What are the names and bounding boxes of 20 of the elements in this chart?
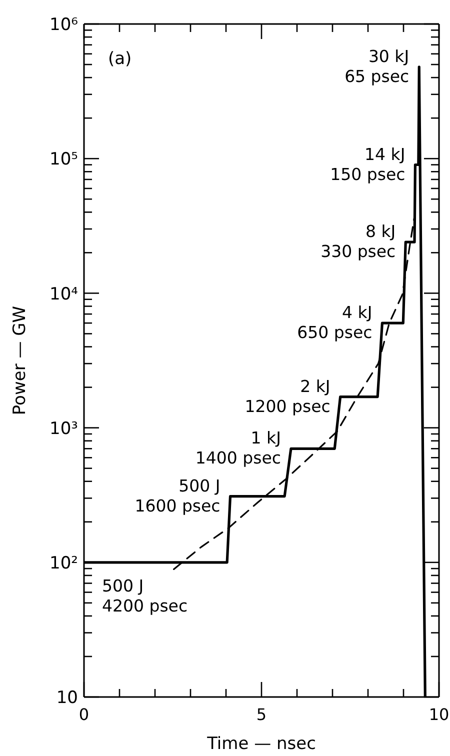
- y-axis-title: Power — GW: [10, 306, 30, 416]
- annotation: 14 kJ 150 psec: [330, 144, 406, 184]
- x-axis-title: Time — nsec: [206, 734, 316, 754]
- y-tick-label: 10⁶: [50, 15, 78, 36]
- y-tick-label: 10³: [50, 418, 78, 439]
- annotation: 8 kJ 330 psec: [320, 222, 396, 262]
- x-tick-label: 0: [78, 705, 90, 724]
- x-tick-label: 5: [256, 705, 267, 724]
- annotation: 2 kJ 1200 psec: [244, 376, 330, 416]
- annotation: 4 kJ 650 psec: [297, 303, 372, 342]
- annotation: 1 kJ 1400 psec: [195, 428, 281, 468]
- x-tick-label: 10: [428, 705, 450, 724]
- y-tick-label: 10²: [50, 554, 78, 574]
- annotation: 500 J 4200 psec: [102, 576, 188, 616]
- annotation: (a): [108, 49, 132, 69]
- annotation: 30 kJ 65 psec: [344, 46, 410, 86]
- y-tick-label: 10⁵: [50, 150, 78, 170]
- annotation: 500 J 1600 psec: [134, 476, 220, 516]
- y-tick-label: 10: [56, 688, 78, 708]
- y-tick-label: 10⁴: [50, 284, 78, 304]
